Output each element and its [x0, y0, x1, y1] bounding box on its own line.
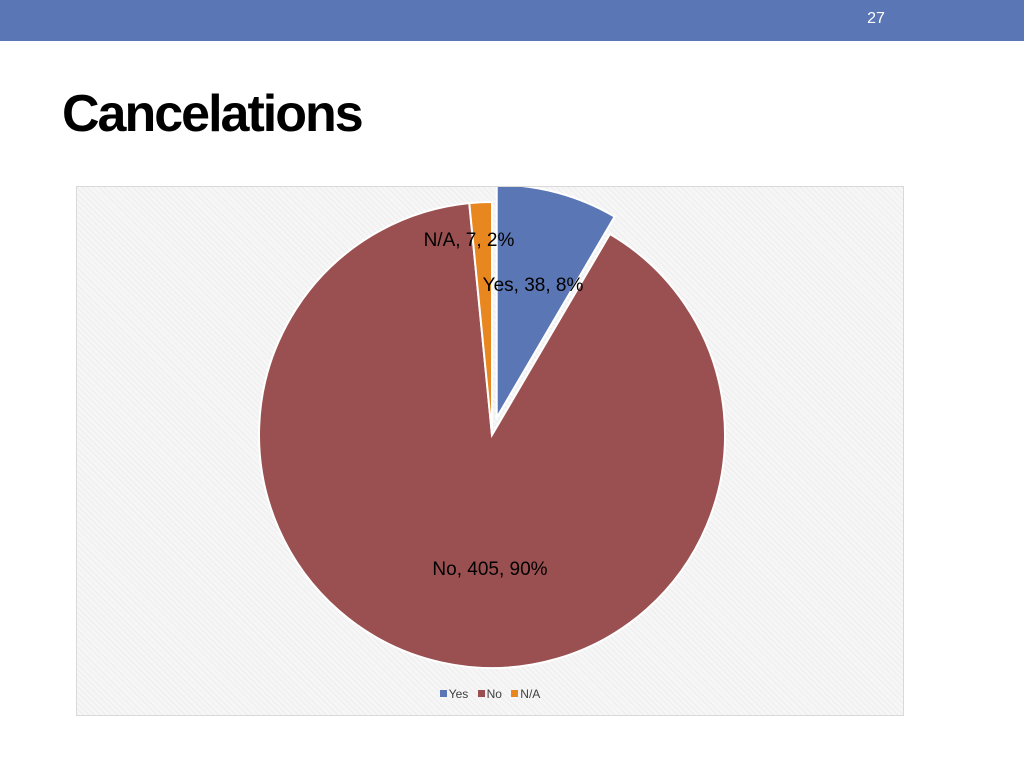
pie-slice-no	[258, 202, 726, 669]
data-label-yes: Yes, 38, 8%	[483, 275, 584, 296]
slide-header-bar: 27	[0, 0, 1024, 41]
legend-item-yes: Yes	[439, 687, 469, 701]
data-label-no: No, 405, 90%	[432, 559, 547, 580]
legend-swatch-yes	[439, 690, 447, 697]
pie-slice-yes	[495, 187, 616, 422]
legend-item-na: N/A	[511, 687, 540, 701]
legend-swatch-na	[511, 690, 519, 697]
legend-swatch-no	[477, 690, 485, 697]
legend-label-yes: Yes	[448, 687, 469, 701]
slide-title: Cancelations	[62, 85, 364, 143]
legend-label-na: N/A	[520, 687, 541, 701]
legend-label-no: No	[486, 687, 502, 701]
pie-chart: Yes, 38, 8% No, 405, 90% N/A, 7, 2% Yes No…	[76, 186, 904, 716]
slide-number: 27	[867, 10, 885, 27]
pie-chart-plot: Yes, 38, 8% No, 405, 90% N/A, 7, 2%	[258, 187, 726, 669]
legend-item-no: No	[477, 687, 502, 701]
chart-legend: Yes No N/A	[77, 687, 903, 701]
data-label-na: N/A, 7, 2%	[424, 230, 515, 251]
pie-slice-na	[468, 200, 493, 436]
